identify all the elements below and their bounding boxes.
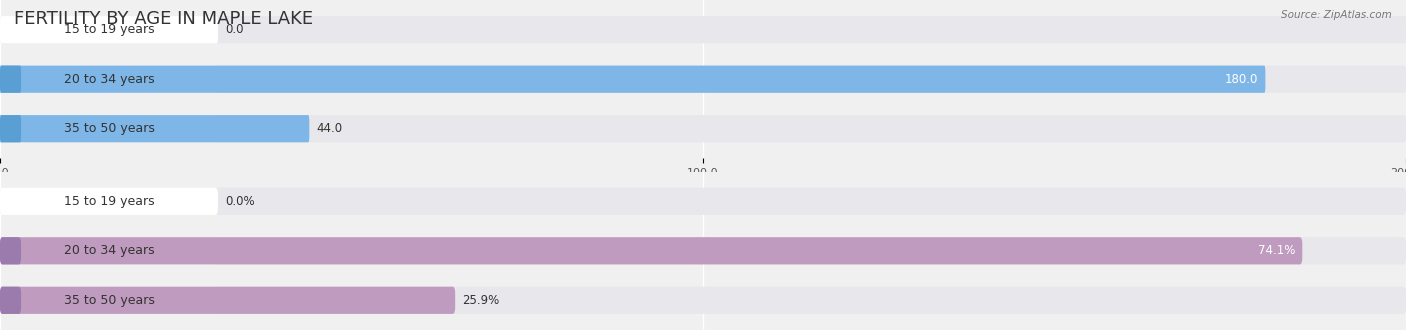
Text: 0.0: 0.0 [225, 23, 243, 36]
FancyBboxPatch shape [0, 66, 1265, 93]
FancyBboxPatch shape [0, 115, 309, 142]
FancyBboxPatch shape [0, 237, 1406, 264]
Text: 180.0: 180.0 [1225, 73, 1258, 86]
Text: 25.9%: 25.9% [463, 294, 499, 307]
FancyBboxPatch shape [0, 287, 1406, 314]
FancyBboxPatch shape [0, 237, 218, 264]
Text: 20 to 34 years: 20 to 34 years [63, 73, 155, 86]
FancyBboxPatch shape [0, 66, 218, 93]
Text: 44.0: 44.0 [316, 122, 343, 135]
Text: 35 to 50 years: 35 to 50 years [63, 294, 155, 307]
FancyBboxPatch shape [0, 188, 218, 215]
FancyBboxPatch shape [0, 237, 21, 264]
FancyBboxPatch shape [0, 115, 218, 142]
Text: 35 to 50 years: 35 to 50 years [63, 122, 155, 135]
Text: FERTILITY BY AGE IN MAPLE LAKE: FERTILITY BY AGE IN MAPLE LAKE [14, 10, 314, 28]
FancyBboxPatch shape [0, 115, 21, 142]
FancyBboxPatch shape [0, 66, 1406, 93]
FancyBboxPatch shape [0, 237, 1302, 264]
FancyBboxPatch shape [0, 16, 1406, 43]
Text: Source: ZipAtlas.com: Source: ZipAtlas.com [1281, 10, 1392, 20]
FancyBboxPatch shape [0, 287, 218, 314]
FancyBboxPatch shape [0, 188, 1406, 215]
FancyBboxPatch shape [0, 287, 456, 314]
Text: 15 to 19 years: 15 to 19 years [63, 23, 155, 36]
Text: 20 to 34 years: 20 to 34 years [63, 244, 155, 257]
Text: 74.1%: 74.1% [1258, 244, 1295, 257]
FancyBboxPatch shape [0, 66, 21, 93]
FancyBboxPatch shape [0, 16, 218, 43]
FancyBboxPatch shape [0, 115, 1406, 142]
Text: 15 to 19 years: 15 to 19 years [63, 195, 155, 208]
FancyBboxPatch shape [0, 287, 21, 314]
Text: 0.0%: 0.0% [225, 195, 254, 208]
